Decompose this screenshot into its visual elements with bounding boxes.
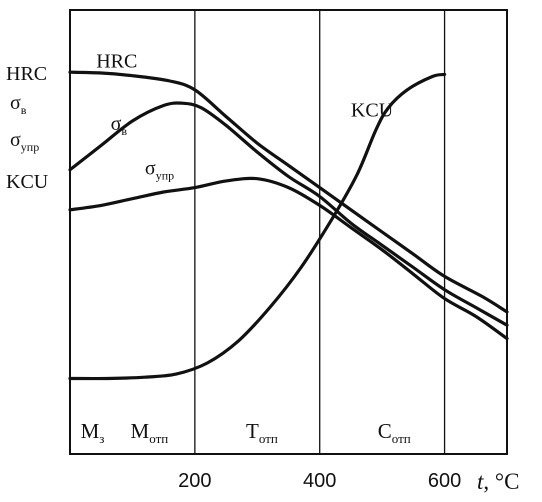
curve-label-2: σв [111,113,128,138]
x-axis-label: t, °C [477,469,519,494]
zone-label-4-base: C [378,419,392,443]
curve-label-1-base: HRC [96,51,137,73]
y-axis-label-4: KCU [6,171,49,193]
y-axis-label-2-base: σ [10,92,21,114]
zone-label-2: Mотп [131,419,169,446]
series-line-3 [68,176,509,341]
curve-label-2-base: σ [111,113,122,135]
y-axis-label-3-subscript: упр [21,140,39,154]
x-tick-label-400: 400 [303,470,336,492]
y-axis-label-3: σупр [10,129,39,154]
zone-label-1-base: M [81,419,100,443]
curve-label-1: HRC [96,51,137,73]
y-axis-label-4-base: KCU [6,171,49,193]
y-axis-label-1-base: HRC [6,63,47,85]
curve-label-4: KCU [351,100,394,122]
zone-label-4-subscript: отп [392,431,411,446]
curve-label-3-subscript: упр [156,168,174,182]
x-tick-labels: 200 400 600 [178,470,461,492]
zone-label-3: Tотп [246,419,278,446]
curve-label-4-base: KCU [351,100,394,122]
curves [68,70,509,381]
x-axis-unit: , °C [483,469,519,494]
y-axis-label-2: σв [10,92,27,117]
x-axis-variable: t [477,469,484,494]
zone-label-3-base: T [246,419,259,443]
x-tick-label-600: 600 [428,470,461,492]
zone-label-2-subscript: отп [149,431,168,446]
series-line-2 [68,101,509,327]
curve-label-2-subscript: в [121,124,127,138]
zone-label-4: Cотп [378,419,411,446]
curve-label-3-base: σ [145,157,156,179]
x-tick-label-200: 200 [178,470,211,492]
y-axis-label-1: HRC [6,63,47,85]
curve-label-3: σупр [145,157,174,182]
grid-lines [194,10,446,454]
zone-labels: Mз Mотп Tотп Cотп [81,419,411,446]
series-line-1 [68,70,509,314]
plot-frame [69,9,508,455]
zone-label-2-base: M [131,419,150,443]
series-line-4 [68,72,447,381]
y-axis-label-2-subscript: в [21,103,27,117]
y-axis-label-3-base: σ [10,129,21,151]
zone-label-1: Mз [81,419,105,446]
zone-label-3-subscript: отп [259,431,278,446]
zone-label-1-subscript: з [99,431,104,446]
